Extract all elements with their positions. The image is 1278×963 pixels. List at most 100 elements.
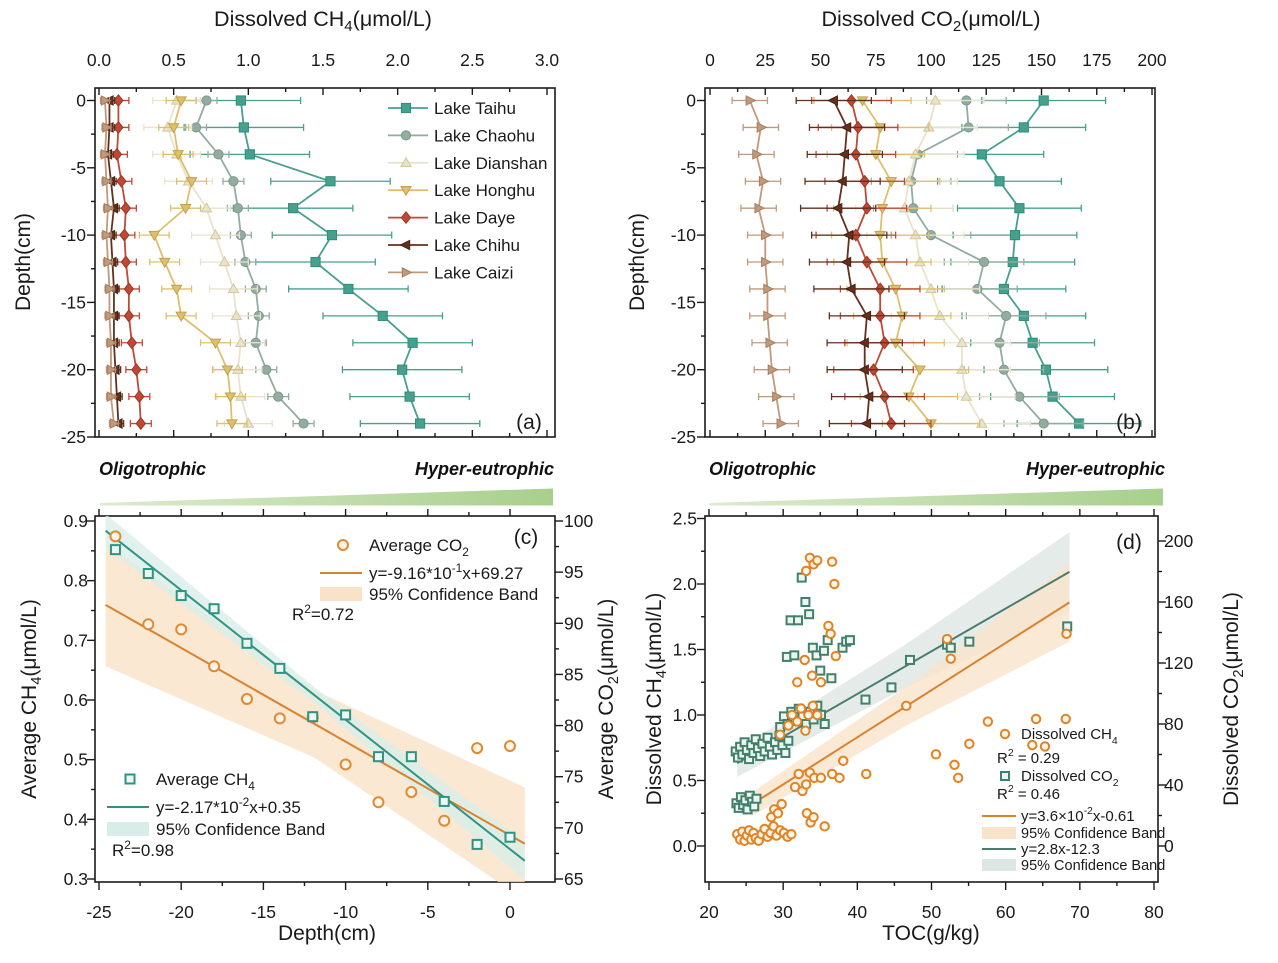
- legend-entry-lake-caizi: Lake Caizi: [388, 263, 513, 282]
- trophic-gradient-annotations: [100, 488, 1163, 506]
- panel-d-ytick-right: 120: [1164, 653, 1193, 673]
- legend-entry-lake-chihu: Lake Chihu: [388, 236, 520, 255]
- legend-entry-lake-dianshan: Lake Dianshan: [388, 154, 547, 173]
- panel-c-xtick-label: -25: [86, 902, 111, 922]
- panel-a-axes: 0.0 0.5 1.0 1.5 2.0 2.5 3.0 0 -5 -10 -15 -20 -25: [61, 50, 560, 447]
- trophic-label-oligotrophic-right: Oligotrophic: [709, 459, 816, 479]
- panel-c-ytick-right: 95: [564, 562, 583, 582]
- panel-a-ytick-label: -15: [61, 292, 86, 312]
- panel-a-xtick-label: 0.0: [87, 50, 112, 70]
- panel-d-y-axis-title-left: Dissolved CH4(μmol/L): [643, 593, 670, 806]
- panel-c-ytick-left: 0.9: [64, 511, 88, 531]
- panel-c-ytick-right: 65: [564, 869, 583, 889]
- panel-a: Dissolved CH4(μmol/L) Depth(cm) 0.0 0.5 1.0 1…: [12, 7, 559, 447]
- panel-a-xtick-label: 0.5: [162, 50, 186, 70]
- panel-c-ytick-right: 75: [564, 767, 583, 787]
- panel-b-ytick-label: -5: [680, 158, 696, 178]
- series-lake-honghu: [138, 96, 248, 430]
- panel-c-ytick-right: 80: [564, 716, 584, 736]
- panel-b-xtick-label: 175: [1082, 50, 1111, 70]
- series-dissolved-ch4: [731, 552, 1072, 846]
- trophic-label-hypereutrophic-right: Hyper-eutrophic: [1025, 459, 1165, 479]
- panel-d-xtick-label: 60: [996, 902, 1016, 922]
- average-co2-fit-line: [105, 603, 526, 845]
- panel-b-ytick-label: -20: [671, 360, 697, 380]
- panel-b-xtick-label: 0: [705, 50, 715, 70]
- panel-c-ytick-right: 100: [564, 511, 593, 531]
- panel-a-ytick-label: 0: [76, 91, 86, 111]
- panel-b-xtick-label: 75: [866, 50, 885, 70]
- panel-b-ytick-label: -25: [671, 427, 696, 447]
- panel-b: Dissolved CO2(μmol/L) Depth(cm) 0 25 50 75 100…: [626, 7, 1167, 447]
- legend-equation: y=-9.16*10-1x+69.27: [369, 561, 523, 583]
- panel-d-xtick-label: 20: [699, 902, 719, 922]
- panel-c-ytick-right: 90: [564, 613, 584, 633]
- panel-b-y-axis-title: Depth(cm): [626, 213, 649, 311]
- legend-label: Average CH4: [156, 770, 255, 793]
- trophic-wedge-left: [100, 488, 553, 506]
- panel-a-xtick-label: 3.0: [535, 50, 560, 70]
- legend-label: Average CO2: [369, 536, 469, 559]
- panel-c-ytick-left: 0.3: [64, 869, 88, 889]
- panel-d-ytick-left: 2.5: [673, 509, 697, 529]
- panel-c-xtick-label: -5: [420, 902, 436, 922]
- trophic-label-oligotrophic-left: Oligotrophic: [99, 459, 206, 479]
- panel-a-xtick-label: 2.5: [460, 50, 484, 70]
- legend-label: Lake Dianshan: [434, 154, 547, 173]
- panel-c-y-axis-title-right: Average CO2(μmol/L): [595, 599, 622, 800]
- series-lake-taihu: [180, 95, 481, 429]
- legend-r2: R2=0.72: [292, 602, 354, 624]
- legend-label: Lake Caizi: [434, 263, 513, 282]
- panel-b-axes: 0 25 50 75 100 125 150 175 200 0 -5 -10 -15 -20 -25: [671, 50, 1167, 447]
- legend-label: Lake Honghu: [434, 181, 535, 200]
- panel-d-xtick-label: 80: [1144, 902, 1164, 922]
- panel-d-ytick-left: 2.0: [673, 574, 698, 594]
- panel-c-ytick-right: 70: [564, 818, 584, 838]
- panel-a-xtick-label: 1.0: [236, 50, 261, 70]
- panel-a-xtick-label: 1.5: [311, 50, 335, 70]
- average-ch4-fit-line: [104, 529, 526, 862]
- legend-entry-lake-honghu: Lake Honghu: [388, 181, 535, 200]
- legend-entry-lake-daye: Lake Daye: [388, 209, 515, 228]
- panel-d-xtick-label: 40: [848, 902, 868, 922]
- panel-c-x-axis-title: Depth(cm): [278, 922, 376, 945]
- panel-c-label: (c): [514, 526, 539, 549]
- panel-a-label: (a): [516, 411, 542, 434]
- legend-band-label: 95% Confidence Band: [1021, 858, 1165, 874]
- panel-c-ytick-left: 0.8: [64, 571, 88, 591]
- panel-d-ytick-left: 1.5: [673, 640, 697, 660]
- panel-b-xtick-label: 200: [1137, 50, 1166, 70]
- panel-a-legend: Lake Taihu Lake Chaohu Lake Dianshan Lake H…: [388, 99, 547, 282]
- panel-a-ytick-label: -25: [61, 427, 86, 447]
- panel-c: -25 -20 -15 -10 -5 0 0.3 0.4 0.5 0.6 0.7 0.8 0.9 65 70…: [18, 509, 622, 945]
- panel-b-title: Dissolved CO2(μmol/L): [821, 7, 1040, 35]
- legend-label: Lake Chaohu: [434, 126, 535, 145]
- panel-b-ytick-label: 0: [686, 91, 696, 111]
- trophic-wedge-right: [709, 488, 1163, 506]
- panel-b-xtick-label: 150: [1027, 50, 1056, 70]
- legend-r2: R2 = 0.46: [997, 783, 1060, 803]
- panel-d-ytick-left: 1.0: [673, 705, 698, 725]
- panel-d-ytick-right: 0: [1164, 836, 1174, 856]
- legend-entry-lake-taihu: Lake Taihu: [388, 99, 516, 118]
- panel-b-label: (b): [1116, 411, 1142, 434]
- panel-a-title: Dissolved CH4(μmol/L): [214, 7, 432, 35]
- panel-a-y-axis-title: Depth(cm): [12, 213, 35, 311]
- legend-r2: R2 = 0.29: [997, 747, 1060, 767]
- panel-c-ytick-left: 0.5: [64, 750, 88, 770]
- panel-b-ytick-label: -15: [671, 292, 696, 312]
- panel-b-xtick-label: 25: [756, 50, 775, 70]
- panel-c-ytick-left: 0.4: [64, 809, 89, 829]
- legend-band-label: 95% Confidence Band: [1021, 826, 1165, 842]
- panel-d-ytick-right: 80: [1164, 714, 1184, 734]
- panel-c-xtick-label: -15: [251, 902, 276, 922]
- panel-d-axes: 20 30 40 50 60 70 80 0.0 0.5 1.0 1.5 2.0 2.5 0 40 80 120…: [673, 509, 1194, 923]
- panel-d-ytick-left: 0.0: [673, 836, 698, 856]
- panel-b-xtick-label: 125: [972, 50, 1001, 70]
- panel-c-ytick-right: 85: [564, 664, 583, 684]
- panel-d-ytick-left: 0.5: [673, 771, 697, 791]
- legend-r2: R2=0.98: [112, 838, 174, 860]
